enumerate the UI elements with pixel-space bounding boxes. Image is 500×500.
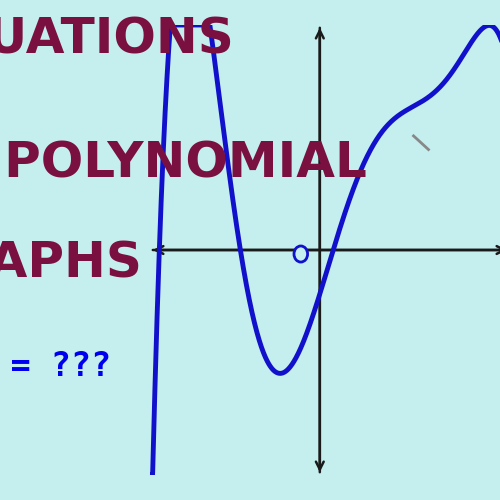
Text: f(x) = ???: f(x) = ??? [0,350,111,383]
Text: EQUATIONS: EQUATIONS [0,15,234,63]
Circle shape [294,246,308,262]
Text: OF POLYNOMIAL: OF POLYNOMIAL [0,140,367,188]
Text: GRAPHS: GRAPHS [0,240,143,288]
